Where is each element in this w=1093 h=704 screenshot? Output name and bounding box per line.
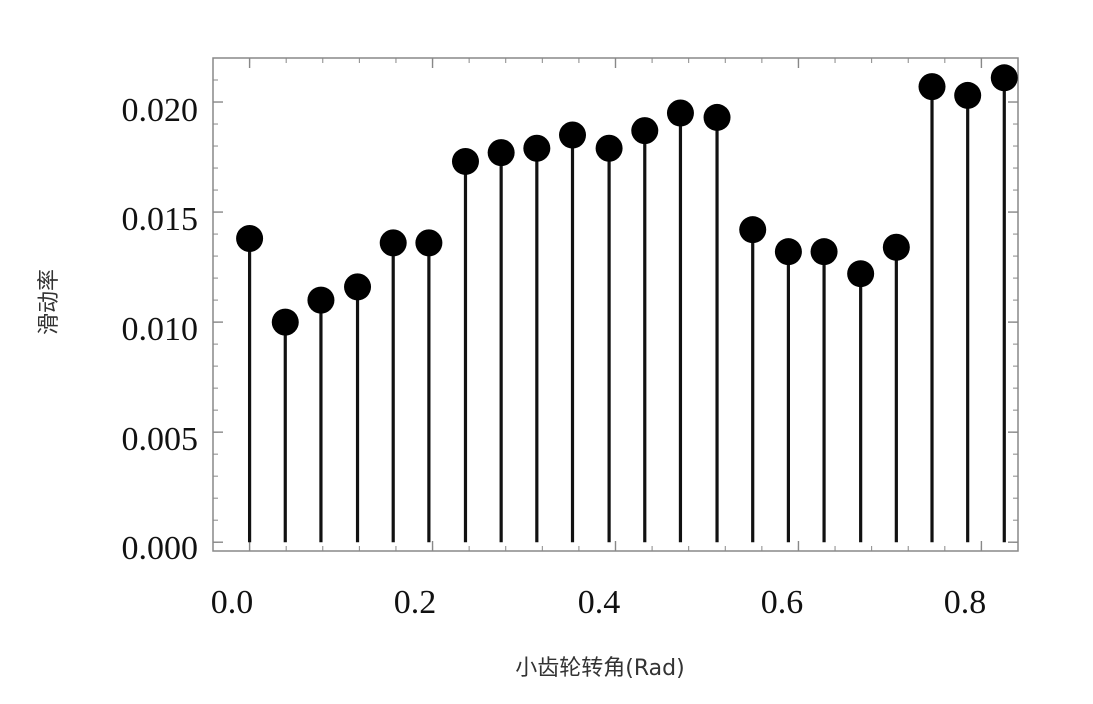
data-point [882, 233, 910, 261]
data-point [954, 81, 982, 109]
data-point [666, 99, 694, 127]
x-tick-label: 0.8 [944, 584, 987, 621]
x-axis-title: 小齿轮转角(Rad) [515, 656, 684, 681]
x-tick-label: 0.2 [394, 584, 437, 621]
data-point [236, 224, 264, 252]
y-tick-label: 0.005 [122, 421, 199, 458]
data-point [307, 286, 335, 314]
y-axis-title: 滑动率 [37, 269, 62, 335]
y-tick-label: 0.010 [122, 311, 199, 348]
y-tick-label: 0.020 [122, 92, 199, 129]
data-point [415, 229, 443, 257]
data-point [559, 121, 587, 149]
data-point [271, 308, 299, 336]
data-point [451, 147, 479, 175]
data-point [774, 238, 802, 266]
data-point [810, 238, 838, 266]
data-point [595, 134, 623, 162]
data-point [379, 229, 407, 257]
x-tick-label: 0.6 [761, 584, 804, 621]
data-point [344, 273, 372, 301]
data-point [990, 64, 1018, 92]
data-point [703, 103, 731, 131]
stems [247, 77, 1006, 543]
data-point [631, 117, 659, 145]
data-point [918, 73, 946, 101]
data-point [523, 134, 551, 162]
y-tick-label: 0.015 [122, 201, 199, 238]
data-point [739, 216, 767, 244]
major-ticks [213, 58, 1018, 551]
markers [236, 64, 1018, 336]
data-point [847, 260, 875, 288]
data-point [487, 139, 515, 167]
x-tick-label: 0.0 [211, 584, 254, 621]
x-tick-label: 0.4 [578, 584, 621, 621]
y-tick-label: 0.000 [122, 530, 199, 567]
